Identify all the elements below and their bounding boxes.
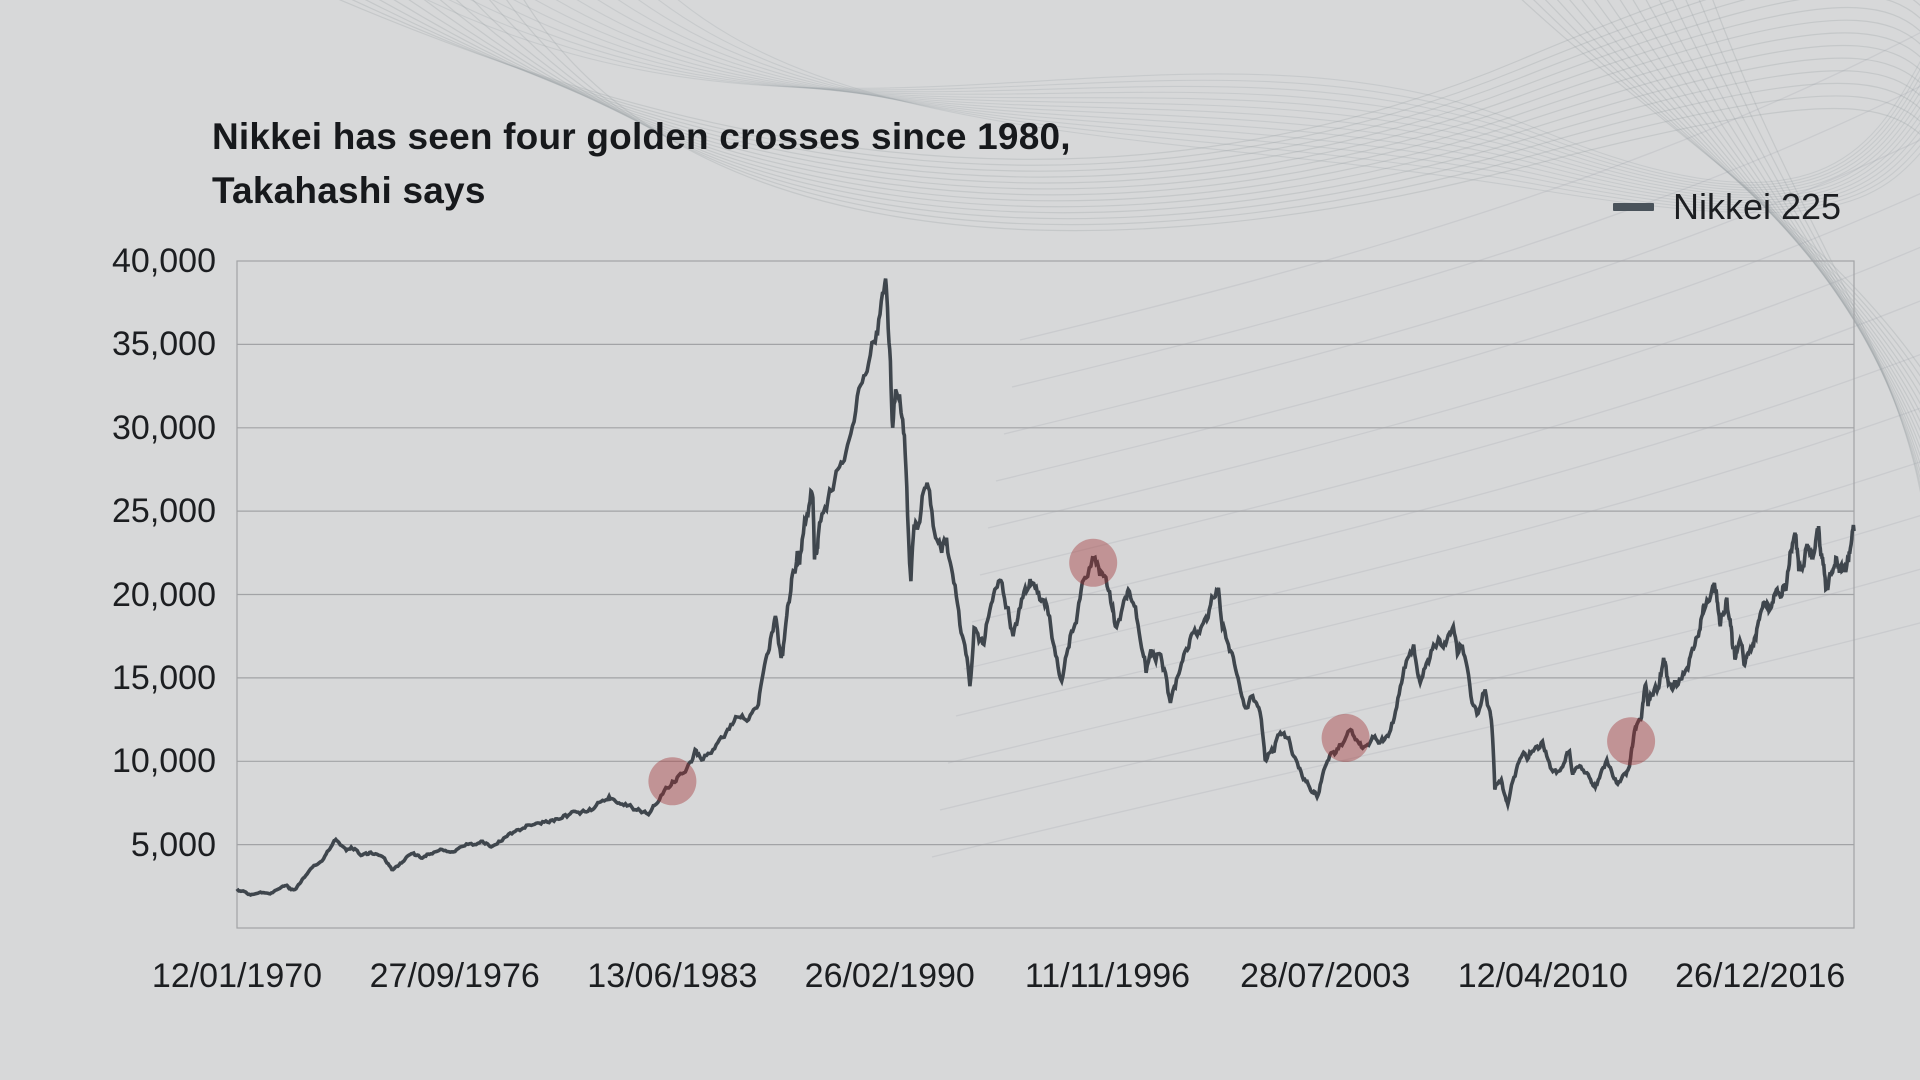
wave-curve: [658, 0, 1920, 211]
wave-curve: [939, 568, 1920, 811]
wave-curve: [1658, 0, 1920, 466]
wave-curve: [365, 0, 1920, 172]
wave-curve: [1544, 0, 1920, 387]
wave-curve: [1556, 0, 1920, 396]
golden-cross-marker: [1607, 717, 1656, 766]
wave-curve: [971, 353, 1920, 623]
axis-frame: [236, 260, 1855, 929]
golden-cross-marker: [1321, 713, 1370, 762]
wave-curve: [455, 0, 1920, 208]
wave-curve: [931, 622, 1920, 858]
wave-curve: [534, 0, 1920, 196]
x-tick-label: 13/06/1983: [587, 957, 758, 995]
nikkei-line-series: [235, 278, 1856, 898]
golden-cross-marker: [1069, 538, 1118, 587]
wave-curve: [489, 0, 1920, 220]
wave-curve: [617, 0, 1920, 206]
wave-curve: [1581, 0, 1920, 414]
y-tick-label: 15,000: [112, 658, 216, 697]
wave-curve: [523, 0, 1920, 232]
wave-curve: [379, 0, 1920, 178]
wave-curve: [1011, 85, 1920, 388]
legend-line-swatch: [1613, 203, 1654, 211]
x-tick-label: 26/12/2016: [1675, 957, 1846, 995]
x-tick-label: 28/07/2003: [1240, 957, 1411, 995]
wave-curve: [963, 407, 1920, 670]
wave-curve: [1569, 0, 1920, 405]
chart-title-line-2: Takahashi says: [212, 170, 486, 211]
legend-label: Nikkei 225: [1673, 186, 1842, 227]
wave-curve: [1593, 0, 1920, 423]
wave-curve: [506, 0, 1920, 226]
wave-curve: [408, 0, 1920, 190]
wave-curve: [1685, 0, 1920, 481]
chart-title: Nikkei has seen four golden crosses sinc…: [212, 110, 1071, 218]
wave-curve: [1606, 0, 1920, 432]
wave-curve: [1671, 0, 1920, 474]
wave-curve: [987, 246, 1920, 529]
y-tick-label: 5,000: [130, 825, 216, 864]
y-tick-label: 20,000: [112, 575, 216, 614]
y-tick-label: 40,000: [112, 242, 216, 280]
wave-curve: [513, 0, 1920, 194]
wave-curve: [1712, 0, 1920, 493]
wave-curve: [1533, 0, 1920, 377]
x-tick-label: 26/02/1990: [804, 957, 975, 995]
wave-curve: [1632, 0, 1920, 449]
wave-curve: [439, 0, 1920, 202]
x-tick-label: 27/09/1976: [369, 957, 540, 995]
wave-curve: [426, 0, 1920, 184]
wave-curve: [995, 193, 1920, 482]
wave-curve: [351, 0, 1707, 166]
wave-curve: [393, 0, 1920, 184]
golden-cross-marker: [648, 757, 697, 806]
wave-curve: [1003, 139, 1920, 435]
wave-curve: [472, 0, 1920, 214]
x-tick-label: 12/04/2010: [1457, 957, 1628, 995]
wave-curve: [491, 0, 1920, 191]
wave-curve: [1019, 32, 1920, 341]
wave-curve: [677, 0, 1920, 214]
x-tick-label: 11/11/1996: [1024, 957, 1191, 995]
y-tick-label: 30,000: [112, 408, 216, 447]
y-tick-label: 10,000: [112, 742, 216, 781]
golden-cross-markers: [648, 538, 1656, 806]
wave-curve: [555, 0, 1920, 199]
wave-curve: [1521, 0, 1920, 368]
gridlines: [237, 343, 1854, 846]
wave-curve: [1645, 0, 1920, 458]
wave-curve: [638, 0, 1920, 209]
wave-curve: [597, 0, 1920, 204]
wave-curve: [338, 0, 1674, 160]
wave-curve: [448, 0, 1920, 186]
chart-title-line-1: Nikkei has seen four golden crosses sinc…: [212, 116, 1071, 157]
wave-curve: [1619, 0, 1920, 441]
y-tick-label: 25,000: [112, 492, 216, 531]
x-tick-label: 12/01/1970: [151, 957, 323, 995]
wave-curve: [576, 0, 1920, 201]
wave-curve: [423, 0, 1920, 196]
y-tick-label: 35,000: [112, 325, 216, 364]
wave-curve: [470, 0, 1920, 188]
